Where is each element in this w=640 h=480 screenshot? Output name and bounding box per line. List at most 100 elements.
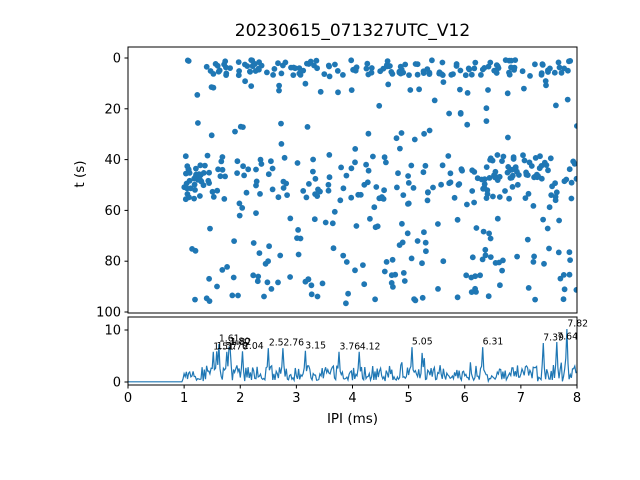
- scatter-point: [277, 252, 284, 259]
- scatter-point: [464, 201, 470, 208]
- scatter-point: [363, 65, 370, 72]
- scatter-series: [181, 57, 577, 307]
- scatter-point: [275, 279, 281, 286]
- scatter-point: [300, 188, 307, 194]
- scatter-point: [483, 105, 490, 112]
- scatter-point: [506, 195, 512, 202]
- scatter-point: [276, 82, 282, 89]
- scatter-point: [469, 254, 476, 261]
- scatter-point: [414, 71, 421, 78]
- scatter-point: [453, 61, 460, 67]
- scatter-point: [395, 170, 401, 177]
- scatter-point: [223, 72, 230, 78]
- scatter-point: [313, 57, 320, 64]
- scatter-point: [256, 250, 263, 256]
- scatter-point: [393, 135, 400, 142]
- scatter-point: [295, 227, 301, 233]
- scatter-point: [487, 235, 494, 242]
- scatter-point: [389, 71, 396, 77]
- scatter-point: [538, 71, 545, 78]
- scatter-point: [207, 68, 214, 74]
- scatter-point: [563, 176, 570, 183]
- scatter-point: [314, 293, 321, 300]
- scatter-point: [381, 187, 387, 194]
- scatter-point: [523, 169, 529, 176]
- y-tick-label: 20: [104, 102, 121, 117]
- scatter-point: [410, 185, 417, 191]
- scatter-point: [566, 249, 573, 256]
- scatter-point: [381, 154, 388, 161]
- scatter-point: [232, 128, 238, 135]
- scatter-point: [560, 296, 567, 303]
- scatter-point: [567, 257, 573, 263]
- scatter-point: [314, 65, 320, 72]
- scatter-point: [383, 259, 390, 265]
- scatter-point: [361, 281, 368, 288]
- scatter-point: [207, 225, 213, 232]
- scatter-point: [420, 169, 427, 176]
- scatter-point: [224, 264, 231, 270]
- scatter-point: [191, 195, 198, 202]
- scatter-point: [422, 239, 429, 246]
- scatter-point: [504, 90, 511, 97]
- peak-annotation: 1.80: [230, 337, 251, 348]
- scatter-point: [500, 153, 507, 160]
- y-tick-label: 0: [113, 376, 121, 391]
- scatter-point: [421, 130, 427, 137]
- scatter-point: [514, 253, 520, 260]
- scatter-point: [194, 92, 201, 98]
- scatter-point: [340, 185, 347, 192]
- scatter-point: [219, 267, 226, 273]
- scatter-point: [482, 252, 489, 259]
- scatter-point: [464, 90, 471, 96]
- scatter-point: [548, 192, 555, 199]
- scatter-point: [252, 68, 259, 74]
- scatter-point: [568, 179, 575, 186]
- scatter-point: [421, 229, 427, 236]
- scatter-point: [280, 185, 287, 191]
- scatter-point: [294, 160, 301, 166]
- scatter-point: [234, 170, 241, 177]
- main-axes-frame: [127, 46, 578, 314]
- scatter-point: [487, 254, 494, 260]
- scatter-point: [521, 157, 528, 164]
- scatter-point: [438, 181, 444, 188]
- peak-annotation: 3.15: [305, 340, 326, 351]
- x-tick-label: 8: [573, 391, 581, 406]
- peak-annotation: 7.39: [543, 333, 564, 344]
- scatter-point: [557, 275, 564, 282]
- scatter-point: [446, 110, 452, 117]
- scatter-point: [468, 274, 475, 281]
- scatter-point: [527, 73, 533, 79]
- scatter-point: [257, 156, 264, 163]
- scatter-point: [287, 215, 294, 222]
- scatter-point: [253, 178, 260, 185]
- scatter-point: [439, 162, 446, 169]
- scatter-point: [477, 272, 483, 279]
- scatter-point: [485, 87, 491, 93]
- scatter-point: [530, 259, 537, 265]
- scatter-point: [243, 189, 250, 196]
- peak-annotation: 1.76: [227, 341, 248, 352]
- ipi-line: [128, 328, 577, 384]
- scatter-point: [540, 216, 546, 223]
- scatter-point: [307, 58, 314, 65]
- scatter-point: [200, 170, 207, 176]
- scatter-point: [505, 134, 511, 141]
- scatter-point: [478, 176, 485, 183]
- scatter-point: [405, 201, 411, 207]
- peak-annotation: 4.12: [360, 341, 381, 352]
- scatter-point: [231, 238, 238, 245]
- scatter-point: [560, 272, 567, 278]
- scatter-point: [206, 298, 213, 304]
- scatter-point: [439, 59, 446, 66]
- scatter-point: [210, 194, 217, 200]
- x-tick-label: 1: [180, 391, 188, 406]
- scatter-point: [435, 286, 441, 292]
- scatter-point: [182, 153, 189, 160]
- peak-annotation: 7.64: [557, 331, 578, 342]
- scatter-point: [254, 278, 261, 285]
- scatter-point: [397, 145, 403, 152]
- scatter-point: [235, 292, 241, 299]
- chart-title: 20230615_071327UTC_V12: [234, 21, 471, 41]
